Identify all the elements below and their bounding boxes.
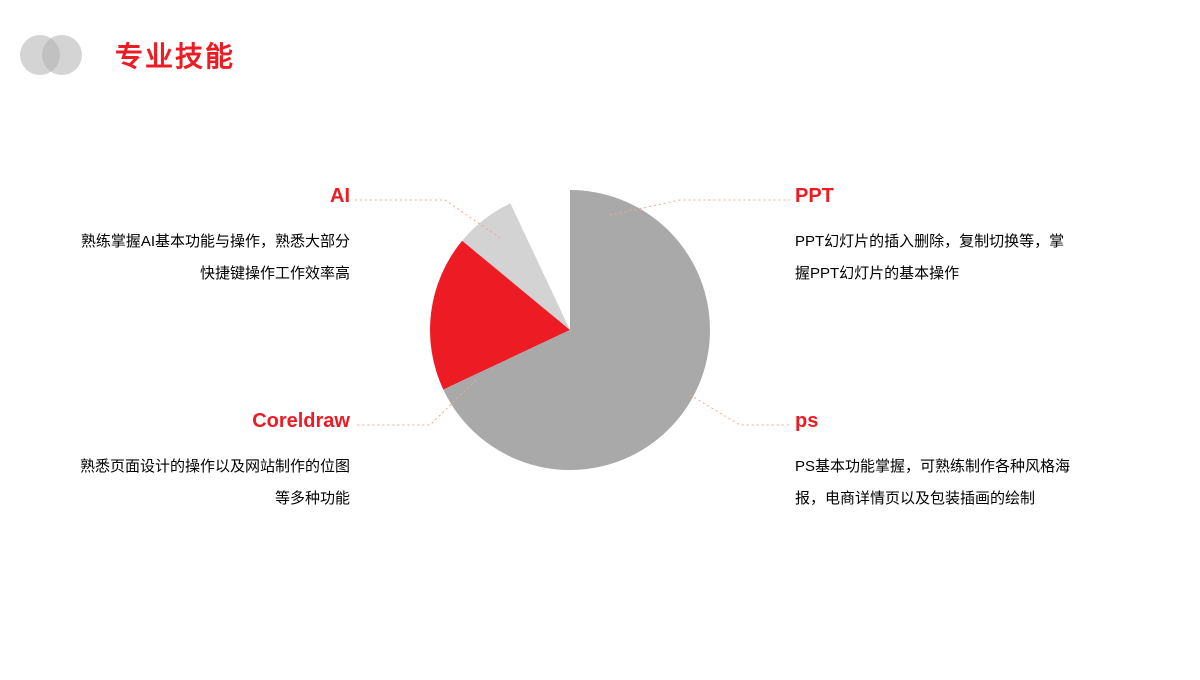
skill-ps: ps PS基本功能掌握，可熟练制作各种风格海报，电商详情页以及包装插画的绘制 [795, 410, 1075, 514]
skill-ai-title: AI [70, 185, 350, 208]
skill-coreldraw-desc: 熟悉页面设计的操作以及网站制作的位图等多种功能 [70, 451, 350, 514]
page-title: 专业技能 [115, 35, 235, 75]
skill-ps-title: ps [795, 410, 1075, 433]
pie-chart-svg [430, 190, 710, 470]
skill-ps-desc: PS基本功能掌握，可熟练制作各种风格海报，电商详情页以及包装插画的绘制 [795, 451, 1075, 514]
logo-circle-right [42, 35, 82, 75]
skill-ppt-desc: PPT幻灯片的插入删除，复制切换等，掌握PPT幻灯片的基本操作 [795, 226, 1075, 289]
skill-ai-desc: 熟练掌握AI基本功能与操作，熟悉大部分快捷键操作工作效率高 [70, 226, 350, 289]
skill-coreldraw: Coreldraw 熟悉页面设计的操作以及网站制作的位图等多种功能 [70, 410, 350, 514]
header: 专业技能 [20, 30, 235, 80]
skill-ai: AI 熟练掌握AI基本功能与操作，熟悉大部分快捷键操作工作效率高 [70, 185, 350, 289]
skill-ppt-title: PPT [795, 185, 1075, 208]
skill-ppt: PPT PPT幻灯片的插入删除，复制切换等，掌握PPT幻灯片的基本操作 [795, 185, 1075, 289]
logo-icon [20, 30, 90, 80]
skill-coreldraw-title: Coreldraw [70, 410, 350, 433]
pie-chart [430, 190, 710, 470]
